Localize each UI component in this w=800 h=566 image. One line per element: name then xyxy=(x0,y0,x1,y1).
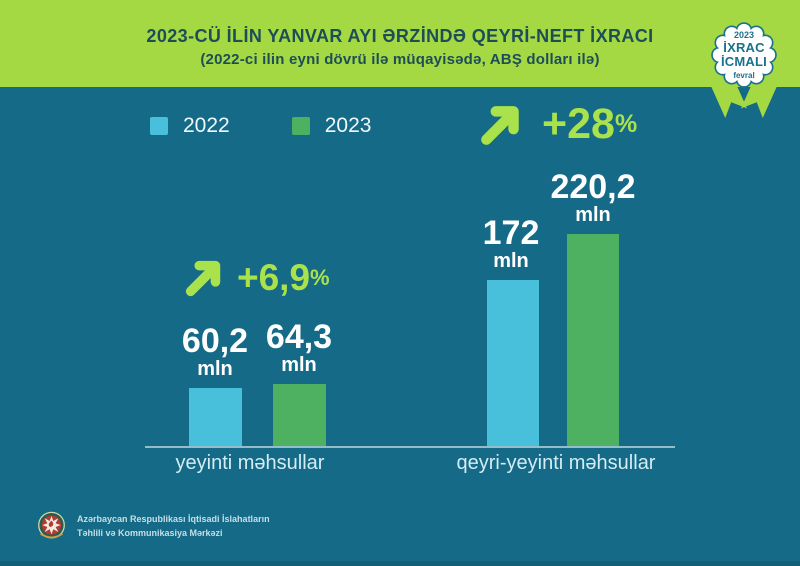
bar-value-label-nonfood-2023: 220,2 mln xyxy=(523,170,663,227)
organization-name: Azərbaycan Respublikası İqtisadi İslahat… xyxy=(77,513,270,541)
badge-title-line1: İXRAC xyxy=(723,40,765,56)
header-band: 2023-CÜ İLİN YANVAR AYI ƏRZİNDƏ QEYRİ-NE… xyxy=(0,0,800,87)
legend-label-2022: 2022 xyxy=(183,114,230,137)
growth-value-nonfood: +28 xyxy=(542,100,615,148)
badge-month: fevral xyxy=(733,70,755,80)
chart-legend: 2022 2023 xyxy=(150,114,371,138)
organization-line1: Azərbaycan Respublikası İqtisadi İslahat… xyxy=(77,513,270,524)
bar-value-food-2022: 60,2 xyxy=(181,322,249,360)
x-axis-line xyxy=(145,446,675,448)
growth-indicator-food: +6,9% xyxy=(183,257,330,299)
trend-up-arrow-icon xyxy=(481,105,519,145)
organization-line2: Təhlili və Kommunikasiya Mərkəzi xyxy=(77,527,223,538)
bar-value-label-food-2023: 64,3 mln xyxy=(229,320,369,377)
bar-unit-food-2022: mln xyxy=(197,358,233,380)
bar-unit-nonfood-2022: mln xyxy=(493,250,529,272)
legend-swatch-2022 xyxy=(150,117,168,135)
export-review-badge: 2023 İXRAC İCMALI fevral xyxy=(704,20,784,122)
legend-item-2023: 2023 xyxy=(291,114,372,138)
legend-label-2023: 2023 xyxy=(324,114,372,137)
page-title: 2023-CÜ İLİN YANVAR AYI ƏRZİNDƏ QEYRİ-NE… xyxy=(146,25,654,46)
category-label-food: yeyinti məhsullar xyxy=(175,452,325,474)
bottom-strip xyxy=(0,561,800,566)
growth-percent-sign-food: % xyxy=(310,265,330,290)
bar-nonfood-2023 xyxy=(567,234,619,446)
footer: Azərbaycan Respublikası İqtisadi İslahat… xyxy=(36,510,270,543)
growth-value-food: +6,9 xyxy=(237,257,311,298)
badge-title-line2: İCMALI xyxy=(721,54,767,69)
bar-unit-food-2023: mln xyxy=(281,354,317,376)
badge-year: 2023 xyxy=(733,30,755,41)
bar-value-food-2023: 64,3 xyxy=(265,318,333,356)
growth-indicator-nonfood: +28% xyxy=(478,100,637,149)
azerbaijan-emblem-icon xyxy=(38,511,65,539)
category-label-nonfood: qeyri-yeyinti məhsullar xyxy=(456,452,656,474)
bar-food-2023 xyxy=(273,384,326,446)
bar-value-label-food-2022: 60,2 mln xyxy=(145,324,285,381)
bar-value-label-nonfood-2022: 172 mln xyxy=(441,216,581,273)
bar-unit-nonfood-2023: mln xyxy=(575,204,611,226)
growth-percent-sign-nonfood: % xyxy=(614,110,638,138)
legend-swatch-2023 xyxy=(291,117,310,135)
bar-value-nonfood-2023: 220,2 xyxy=(550,168,636,206)
bar-value-nonfood-2022: 172 xyxy=(482,214,540,252)
bar-food-2022 xyxy=(189,388,242,446)
page-subtitle: (2022-ci ilin eyni dövrü ilə müqayisədə,… xyxy=(200,50,600,68)
legend-item-2022: 2022 xyxy=(150,114,230,138)
badge-text: 2023 İXRAC İCMALI fevral xyxy=(709,20,779,90)
trend-up-arrow-icon xyxy=(185,260,221,297)
badge-rosette-icon xyxy=(711,22,777,88)
bar-nonfood-2022 xyxy=(487,280,539,446)
